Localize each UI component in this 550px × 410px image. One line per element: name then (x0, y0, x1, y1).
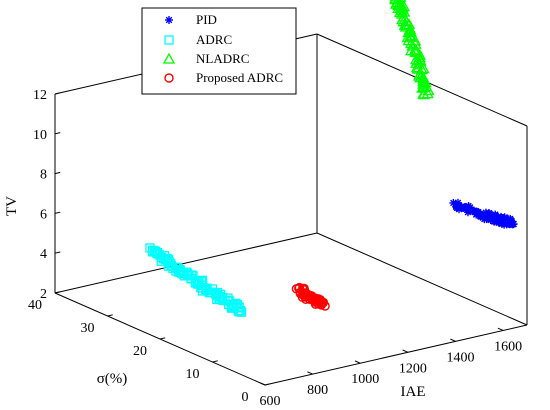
data-point (389, 0, 402, 2)
asterisk-stroke (510, 220, 517, 228)
data-point (417, 62, 430, 74)
z-tick-mark (54, 251, 61, 254)
data-point (236, 307, 247, 317)
y-tick-mark (264, 383, 271, 386)
x-tick-mark (497, 327, 504, 331)
y-tick-mark (107, 314, 113, 317)
y-tick-label: 20 (133, 344, 147, 359)
legend: PID ADRC NLADRC Proposed ADRC (141, 7, 297, 95)
x-axis-title: IAE (401, 384, 426, 400)
z-tick-label: 12 (33, 88, 47, 103)
legend-label-nladrc: NLADRC (196, 51, 249, 66)
data-point (414, 54, 427, 66)
z-axis-title: TV (4, 196, 20, 216)
data-point (389, 0, 402, 5)
z-tick-label: 2 (40, 287, 47, 302)
data-point (389, 0, 402, 4)
data-marks (145, 0, 518, 317)
asterisk-stroke (498, 214, 506, 222)
series-pid (449, 198, 518, 229)
data-point (317, 298, 328, 308)
series-nladrc (389, 0, 435, 100)
y-axis-title: σ(%) (97, 371, 128, 387)
y-tick-label: 40 (28, 298, 42, 313)
data-point (417, 87, 430, 99)
x-tick-label: 1000 (351, 372, 379, 387)
z-tick-label: 4 (40, 247, 47, 262)
y-tick-label: 10 (186, 367, 200, 382)
x-tick-label: 800 (307, 383, 328, 398)
box-edge (54, 232, 318, 294)
z-tick-mark (54, 211, 61, 214)
x-tick-label: 1200 (399, 361, 427, 376)
z-tick-mark (54, 92, 61, 95)
z-tick-label: 8 (40, 168, 47, 183)
data-point (205, 287, 216, 297)
z-tick-mark (54, 171, 61, 175)
box-edge (264, 324, 528, 386)
data-point (235, 306, 246, 316)
z-tick-mark (54, 291, 61, 294)
y-tick-label: 30 (81, 321, 95, 336)
x-tick-mark (402, 349, 409, 353)
data-point (316, 300, 327, 310)
y-tick-mark (212, 360, 218, 363)
x-tick-mark (259, 382, 266, 386)
x-tick-label: 1600 (494, 339, 522, 354)
asterisk-stroke (165, 16, 173, 24)
z-tick-label: 10 (33, 128, 47, 143)
z-tick-mark (54, 132, 61, 135)
legend-label-adrc: ADRC (196, 32, 232, 47)
series-adrc (145, 243, 247, 317)
x-tick-mark (307, 371, 313, 375)
legend-label-pid: PID (196, 12, 217, 27)
series-proposed-adrc (291, 282, 330, 311)
legend-marker-pid (165, 16, 173, 24)
asterisk-stroke (466, 204, 474, 211)
asterisk-stroke (507, 218, 514, 226)
x-tick-mark (354, 360, 361, 364)
data-point (190, 278, 201, 288)
data-point (403, 22, 417, 34)
legend-label-proposed-adrc: Proposed ADRC (196, 70, 283, 85)
y-tick-mark (159, 337, 166, 340)
legend-marker-adrc (164, 35, 174, 45)
asterisk-stroke (492, 213, 500, 221)
data-point (506, 218, 515, 227)
legend-marker-nladrc (162, 52, 176, 64)
y-tick-label: 0 (242, 390, 249, 405)
legend-box (141, 7, 297, 95)
data-point (410, 56, 423, 68)
x-tick-mark (450, 338, 456, 342)
asterisk-stroke (450, 199, 457, 207)
legend-markers (162, 16, 176, 83)
data-point (217, 293, 227, 303)
x-tick-label: 1400 (447, 350, 475, 365)
legend-marker-proposed-adrc (164, 73, 174, 83)
z-tick-label: 6 (40, 207, 47, 222)
box-edge (316, 232, 528, 326)
data-point (196, 283, 206, 293)
x-tick-label: 600 (260, 394, 281, 409)
axis-ticks: 600 800 1000 1200 1400 1600 0 10 20 30 402 4 6 8 10 12 (28, 88, 522, 409)
